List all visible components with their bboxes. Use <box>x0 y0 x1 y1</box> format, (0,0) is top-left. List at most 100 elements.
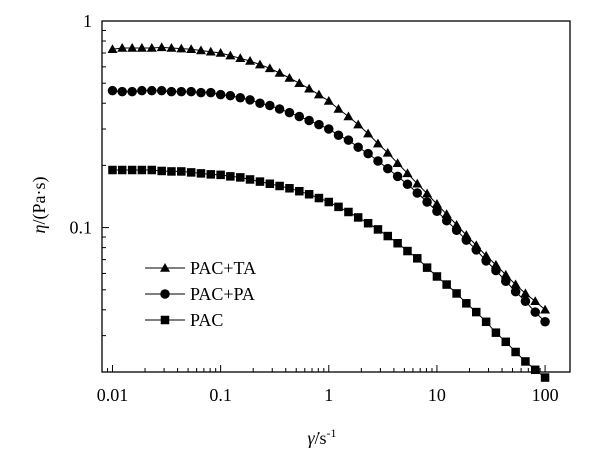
data-point <box>274 68 285 77</box>
data-point <box>383 231 393 241</box>
plot-frame <box>101 20 571 373</box>
data-point <box>215 89 226 100</box>
data-point <box>412 178 423 188</box>
data-point <box>186 44 197 53</box>
data-point <box>422 263 432 272</box>
data-point <box>304 115 314 126</box>
data-point <box>265 179 275 189</box>
data-point <box>108 165 117 175</box>
data-point <box>383 163 393 174</box>
series-pac-ta <box>107 42 551 314</box>
legend-item: PAC+PA <box>145 284 255 304</box>
data-point <box>107 85 118 96</box>
data-point <box>472 307 481 317</box>
data-point <box>166 86 177 97</box>
series-line <box>112 46 546 311</box>
x-tick-label: 10 <box>428 385 446 405</box>
data-point <box>117 165 127 175</box>
plot-border <box>101 20 571 373</box>
data-point <box>176 86 187 97</box>
data-point <box>206 170 216 179</box>
y-axis-symbol: η <box>29 224 49 233</box>
data-point <box>314 119 324 130</box>
data-point <box>284 72 295 82</box>
data-point <box>127 165 137 175</box>
data-point <box>177 167 186 176</box>
data-point <box>147 165 157 175</box>
data-point <box>235 53 246 63</box>
data-point <box>353 142 363 152</box>
data-point <box>324 124 334 134</box>
data-point <box>422 197 432 207</box>
data-point <box>413 254 422 263</box>
data-point <box>471 245 482 255</box>
data-point <box>294 78 305 87</box>
data-point <box>431 199 442 208</box>
data-point <box>206 87 216 98</box>
data-point <box>127 86 137 97</box>
data-point <box>333 104 344 113</box>
data-point <box>160 289 170 299</box>
data-point <box>127 43 138 52</box>
data-point <box>304 190 314 199</box>
data-point <box>530 365 540 375</box>
data-point <box>245 56 256 65</box>
data-point <box>186 86 196 97</box>
x-axis-unit: /s <box>315 428 327 448</box>
data-point <box>520 288 531 298</box>
x-tick-label: 100 <box>532 385 559 405</box>
data-point <box>511 347 520 357</box>
legend-item: PAC <box>145 310 223 330</box>
data-point <box>136 43 147 52</box>
data-point <box>540 317 550 327</box>
data-point <box>530 296 541 306</box>
data-point <box>186 168 196 177</box>
data-point <box>343 111 354 121</box>
y-tick-label: 1 <box>83 11 92 31</box>
data-point <box>392 171 403 182</box>
data-point <box>402 179 413 190</box>
x-axis-title: γ̇/s-1 <box>307 426 336 448</box>
data-point <box>432 206 442 216</box>
data-point <box>403 246 412 256</box>
data-point <box>363 218 373 228</box>
data-point <box>225 90 236 101</box>
data-point <box>363 148 373 159</box>
data-point <box>432 272 442 281</box>
data-point <box>393 238 402 248</box>
data-point <box>451 225 462 236</box>
data-point <box>274 104 285 114</box>
data-point <box>324 197 334 207</box>
data-point <box>166 43 177 52</box>
data-point <box>442 280 451 289</box>
series-pac <box>108 165 550 382</box>
data-point <box>363 128 374 138</box>
y-axis-title: η/(Pa·s) <box>29 177 50 234</box>
x-tick-label: 0.01 <box>97 385 129 405</box>
data-point <box>441 209 452 219</box>
data-point <box>344 207 353 217</box>
data-point <box>481 256 491 266</box>
data-point <box>156 42 167 52</box>
data-point <box>117 86 127 97</box>
data-point <box>372 138 383 148</box>
data-point <box>313 89 324 99</box>
data-point <box>334 202 343 212</box>
data-point <box>205 46 216 56</box>
data-point <box>117 43 128 52</box>
data-point <box>284 107 295 118</box>
data-point <box>255 98 265 108</box>
data-point <box>264 63 275 73</box>
data-point <box>226 172 235 181</box>
data-point <box>510 279 521 289</box>
data-point <box>225 50 236 60</box>
data-point <box>402 168 413 178</box>
data-point <box>501 337 511 347</box>
data-point <box>490 259 501 269</box>
data-point <box>275 181 284 191</box>
x-tick-label: 1 <box>324 385 333 405</box>
y-axis-ticks: 0.11 <box>70 11 109 373</box>
data-point <box>452 289 461 298</box>
data-point <box>540 373 550 382</box>
